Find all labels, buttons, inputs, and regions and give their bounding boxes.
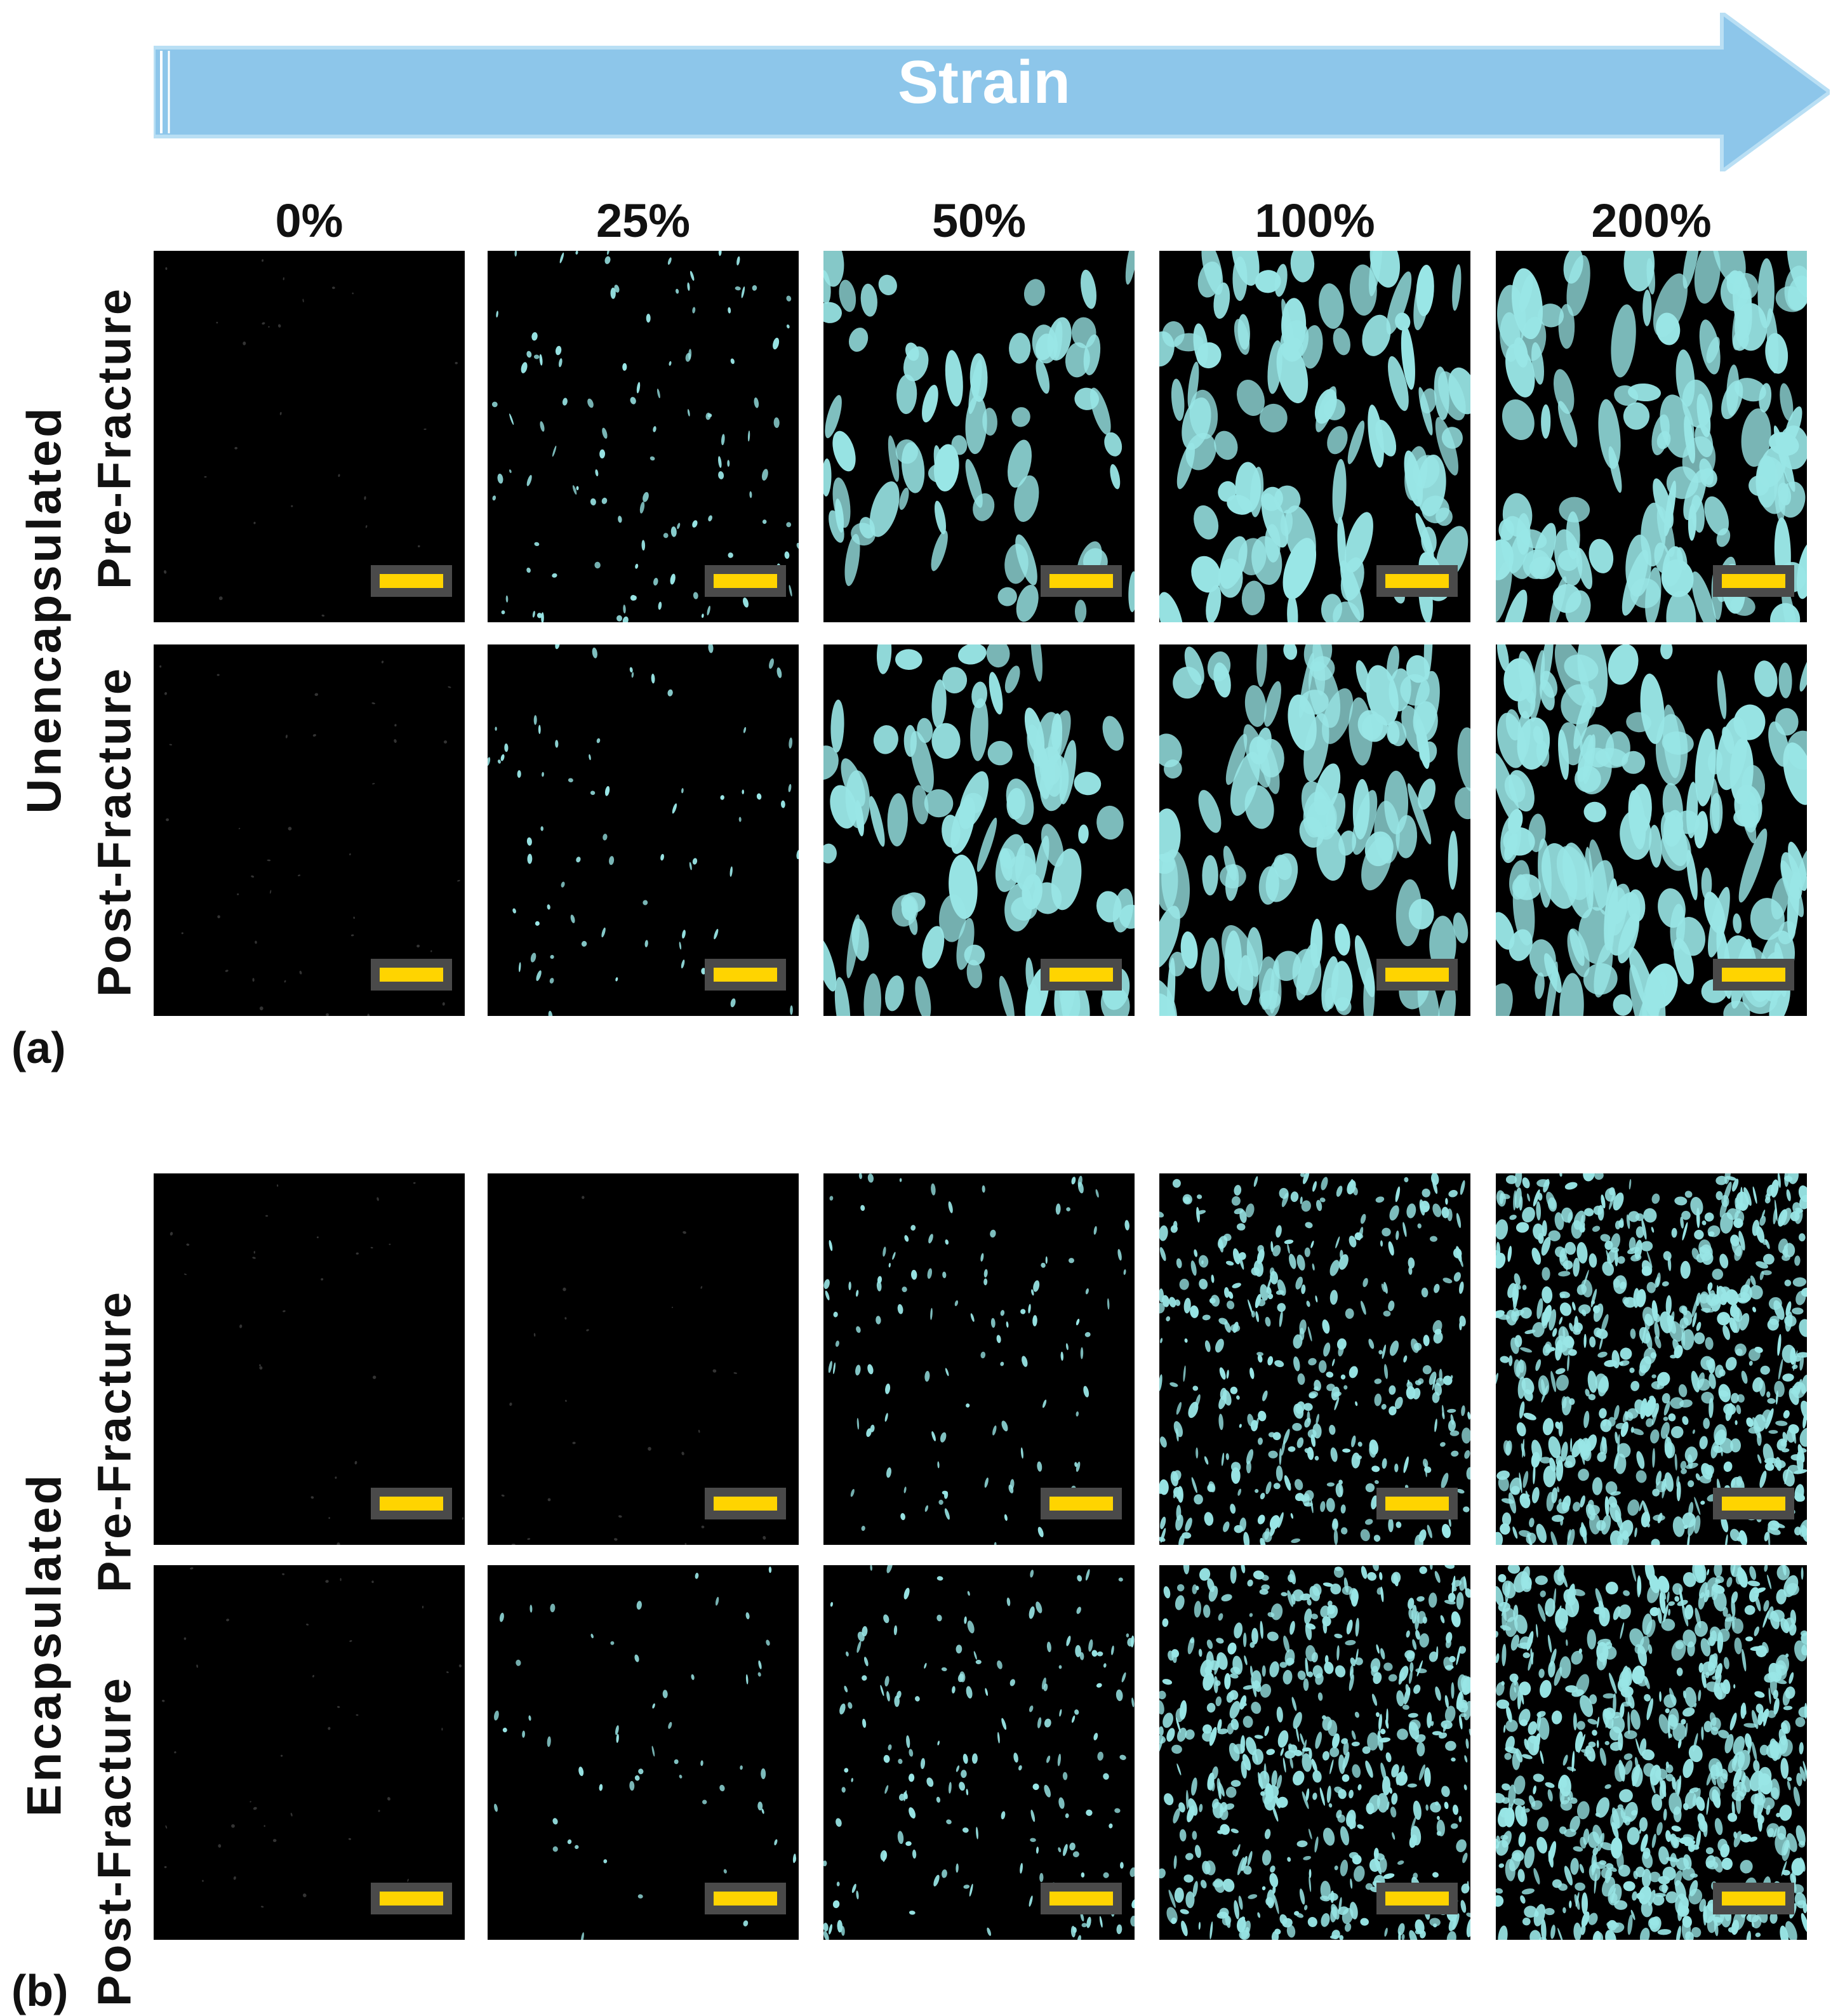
column-label-50: 50% [931, 194, 1027, 247]
micrograph-encapsulated-post-50pct [823, 1565, 1135, 1940]
micrograph-encapsulated-pre-0pct [154, 1173, 465, 1545]
row-label-pre-b: Pre-Fracture [88, 1290, 141, 1593]
micrograph-unencapsulated-pre-100pct [1159, 251, 1470, 622]
scale-bar [1713, 959, 1794, 991]
micrograph-unencapsulated-pre-25pct [488, 251, 799, 622]
scale-bar [705, 959, 786, 991]
micrograph-encapsulated-post-25pct [488, 1565, 799, 1940]
scale-bar [1376, 1488, 1458, 1519]
micrograph-unencapsulated-post-0pct [154, 644, 465, 1016]
scale-bar [1376, 959, 1458, 991]
group-label-encapsulated: Encapsulated [17, 1472, 72, 1817]
micrograph-encapsulated-post-100pct [1159, 1565, 1470, 1940]
part-label-a: (a) [11, 1023, 66, 1072]
scale-bar [1713, 565, 1794, 597]
scale-bar [371, 1883, 452, 1914]
micrograph-unencapsulated-post-50pct [823, 644, 1135, 1016]
micrograph-encapsulated-post-200pct [1496, 1565, 1807, 1940]
micrograph-unencapsulated-pre-50pct [823, 251, 1135, 622]
scale-bar [1041, 565, 1122, 597]
micrograph-encapsulated-pre-100pct [1159, 1173, 1470, 1545]
column-label-100: 100% [1255, 194, 1375, 247]
column-label-25: 25% [596, 194, 691, 247]
micrograph-unencapsulated-post-25pct [488, 644, 799, 1016]
micrograph-encapsulated-pre-50pct [823, 1173, 1135, 1545]
scale-bar [1041, 1488, 1122, 1519]
group-label-unencapsulated: Unencapsulated [17, 405, 72, 814]
micrograph-encapsulated-pre-25pct [488, 1173, 799, 1545]
row-label-post-b: Post-Fracture [88, 1676, 141, 2007]
strain-arrow [154, 13, 1830, 171]
scale-bar [705, 1883, 786, 1914]
scale-bar [1041, 959, 1122, 991]
micrograph-encapsulated-pre-200pct [1496, 1173, 1807, 1545]
part-label-b: (b) [11, 1966, 69, 2015]
row-label-post-a: Post-Fracture [88, 666, 141, 998]
scale-bar [705, 565, 786, 597]
scale-bar [371, 565, 452, 597]
scale-bar [1041, 1883, 1122, 1914]
micrograph-unencapsulated-pre-200pct [1496, 251, 1807, 622]
micrograph-unencapsulated-post-200pct [1496, 644, 1807, 1016]
micrograph-unencapsulated-post-100pct [1159, 644, 1470, 1016]
row-label-pre-a: Pre-Fracture [88, 286, 141, 590]
micrograph-unencapsulated-pre-0pct [154, 251, 465, 622]
scale-bar [1376, 565, 1458, 597]
scale-bar [371, 959, 452, 991]
strain-label: Strain [897, 48, 1071, 116]
scale-bar [1713, 1883, 1794, 1914]
scale-bar [371, 1488, 452, 1519]
scale-bar [1376, 1883, 1458, 1914]
micrograph-encapsulated-post-0pct [154, 1565, 465, 1940]
column-label-0: 0% [275, 194, 343, 247]
scale-bar [705, 1488, 786, 1519]
column-label-200: 200% [1591, 194, 1712, 247]
scale-bar [1713, 1488, 1794, 1519]
